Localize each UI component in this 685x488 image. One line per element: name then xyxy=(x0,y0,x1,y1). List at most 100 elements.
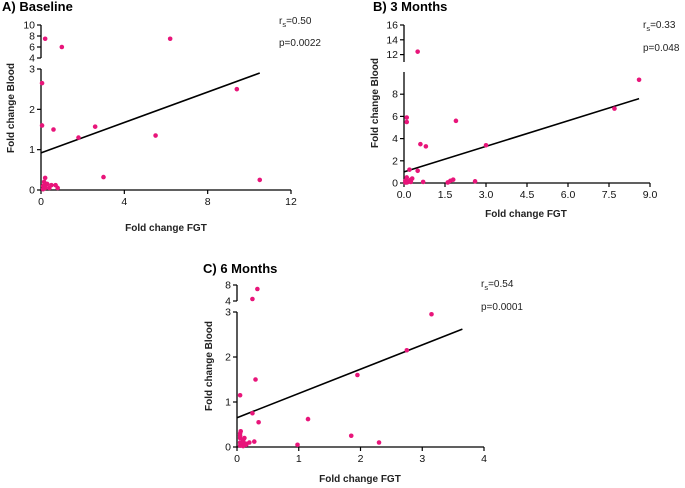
x-tick-label-6-months: 4 xyxy=(481,453,487,465)
panel-title-6-months: C) 6 Months xyxy=(203,261,277,276)
data-point-6-months xyxy=(355,372,360,378)
x-axis-title-3-months: Fold change FGT xyxy=(485,209,567,220)
r-stat-3-months: rs=0.33 xyxy=(643,20,676,33)
data-point-6-months xyxy=(429,311,434,317)
x-tick-label-baseline: 4 xyxy=(121,196,127,208)
x-tick-label-3-months: 3.0 xyxy=(479,189,494,201)
stats-baseline: rs=0.50 p=0.0022 xyxy=(279,16,321,49)
data-point-3-months xyxy=(407,167,412,172)
data-point-baseline xyxy=(59,44,65,50)
data-point-baseline xyxy=(101,174,106,180)
data-point-baseline xyxy=(257,177,263,183)
data-point-baseline xyxy=(153,133,158,138)
panel-6-months: C) 6 Months Fold change Blood Fold chang… xyxy=(203,261,523,485)
y-tick-label-3-months: 12 xyxy=(386,49,398,61)
data-point-3-months xyxy=(450,177,456,182)
data-point-6-months xyxy=(250,296,255,302)
y-tick-label-3-months: 0 xyxy=(392,178,398,190)
data-point-6-months xyxy=(242,435,247,441)
data-point-3-months xyxy=(420,179,426,185)
y-tick-label-baseline: 4 xyxy=(29,53,35,65)
data-point-baseline xyxy=(92,124,98,129)
data-point-3-months xyxy=(415,168,420,174)
y-tick-label-baseline: 10 xyxy=(23,20,35,32)
x-axis-title-baseline: Fold change FGT xyxy=(125,223,207,234)
data-point-3-months xyxy=(636,77,642,83)
data-point-3-months xyxy=(404,115,410,120)
x-tick-label-baseline: 12 xyxy=(285,196,297,208)
regression-line-6-months xyxy=(236,328,463,419)
x-tick-label-6-months: 3 xyxy=(419,453,425,465)
data-point-3-months xyxy=(404,119,410,125)
stats-6-months: rs=0.54 p=0.0001 xyxy=(481,279,523,313)
data-point-3-months xyxy=(408,179,414,185)
p-value-3-months: p=0.048 xyxy=(643,43,680,54)
data-point-6-months xyxy=(253,377,258,382)
data-point-baseline xyxy=(44,181,50,187)
data-point-6-months xyxy=(348,433,354,439)
data-point-baseline xyxy=(39,80,45,86)
r-subscript-baseline: s xyxy=(282,20,286,29)
data-point-3-months xyxy=(423,144,429,149)
r-value-6-months: =0.54 xyxy=(488,279,514,290)
y-tick-label-3-months: 4 xyxy=(392,133,398,145)
y-tick-label-baseline: 1 xyxy=(29,144,35,156)
regression-line-baseline xyxy=(40,72,261,154)
panel-title-baseline: A) Baseline xyxy=(2,0,73,14)
p-value-6-months: p=0.0001 xyxy=(481,302,523,313)
data-point-baseline xyxy=(234,86,240,92)
data-point-6-months xyxy=(376,440,382,445)
data-point-6-months xyxy=(237,392,243,398)
data-point-6-months xyxy=(295,442,300,448)
data-point-3-months xyxy=(415,49,420,54)
r-subscript-3-months: s xyxy=(646,24,650,33)
y-tick-label-baseline: 0 xyxy=(29,185,35,197)
y-tick-label-6-months: 3 xyxy=(225,307,231,319)
y-tick-label-3-months: 8 xyxy=(392,89,398,101)
y-axis-title-baseline: Fold change Blood xyxy=(6,63,17,153)
y-tick-label-6-months: 8 xyxy=(225,280,231,292)
data-point-6-months xyxy=(237,433,243,439)
x-tick-label-6-months: 2 xyxy=(358,453,364,465)
data-point-3-months xyxy=(612,106,617,111)
x-tick-label-3-months: 4.5 xyxy=(520,189,535,201)
panel-baseline: A) Baseline Fold change Blood Fold chang… xyxy=(2,0,321,234)
r-symbol-6-months: r xyxy=(481,279,485,290)
y-tick-label-baseline: 8 xyxy=(29,31,35,43)
data-point-baseline xyxy=(49,182,54,188)
data-point-6-months xyxy=(247,440,252,445)
y-tick-label-6-months: 1 xyxy=(225,397,231,409)
data-point-6-months xyxy=(250,410,255,416)
data-point-3-months xyxy=(472,179,478,184)
data-point-6-months xyxy=(255,286,260,292)
y-tick-label-3-months: 2 xyxy=(392,155,398,167)
y-tick-label-3-months: 6 xyxy=(392,111,398,123)
data-point-6-months xyxy=(256,419,261,425)
x-tick-label-3-months: 0.0 xyxy=(397,189,412,201)
y-tick-label-3-months: 16 xyxy=(386,20,398,32)
y-tick-label-6-months: 4 xyxy=(225,296,231,308)
data-point-3-months xyxy=(453,118,459,124)
panel-3-months: B) 3 Months Fold change Blood Fold chang… xyxy=(370,0,680,220)
x-tick-label-baseline: 0 xyxy=(38,196,44,208)
x-tick-label-baseline: 8 xyxy=(205,196,211,208)
data-point-3-months xyxy=(418,141,423,147)
y-axis-title-3-months: Fold change Blood xyxy=(370,58,381,148)
r-value-3-months: =0.33 xyxy=(650,20,676,31)
x-tick-label-3-months: 9.0 xyxy=(643,189,658,201)
data-point-6-months xyxy=(404,347,410,353)
data-point-3-months xyxy=(404,175,410,180)
r-stat-baseline: rs=0.50 xyxy=(279,16,312,29)
r-symbol-3-months: r xyxy=(643,20,647,31)
r-value-baseline: =0.50 xyxy=(286,16,312,27)
y-tick-label-3-months: 14 xyxy=(386,34,398,46)
data-point-baseline xyxy=(42,175,48,181)
data-point-6-months xyxy=(238,428,244,434)
x-tick-label-6-months: 1 xyxy=(296,453,302,465)
data-point-6-months xyxy=(305,416,311,422)
y-tick-label-baseline: 2 xyxy=(29,104,35,116)
data-point-baseline xyxy=(39,123,45,128)
